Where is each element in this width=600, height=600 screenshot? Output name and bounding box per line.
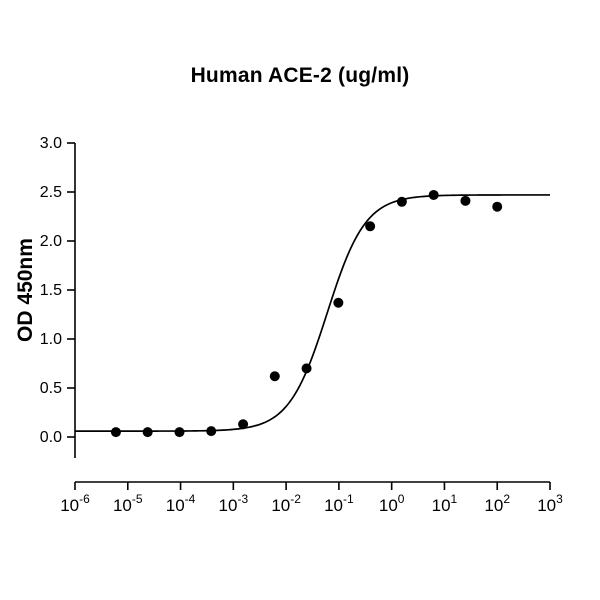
y-tick-label: 2.0	[40, 233, 62, 250]
data-point	[428, 189, 439, 200]
data-point	[238, 419, 249, 430]
data-point	[269, 371, 280, 382]
data-point	[492, 201, 503, 212]
data-points	[110, 189, 503, 438]
y-tick-label: 1.0	[40, 331, 62, 348]
x-tick-label: 10-2	[271, 492, 301, 515]
data-point	[396, 196, 407, 207]
data-point	[460, 195, 471, 206]
x-tick-label: 10-5	[113, 492, 143, 515]
y-tick-label: 0.5	[40, 380, 62, 397]
data-point	[174, 427, 185, 438]
y-tick-label: 2.5	[40, 184, 62, 201]
data-point	[365, 221, 376, 232]
x-tick-label: 10-3	[219, 492, 249, 515]
fit-curve	[75, 194, 550, 432]
x-tick-label: 103	[537, 492, 563, 515]
x-tick-label: 100	[379, 492, 405, 515]
data-point	[301, 363, 312, 374]
data-point	[110, 427, 121, 438]
x-axis-ticks: 10-6 10-5 10-4 10-3 10-2 10-1 100 101 102 103	[60, 482, 563, 515]
x-tick-label: 101	[432, 492, 458, 515]
x-tick-label: 102	[484, 492, 510, 515]
x-tick-label: 10-1	[324, 492, 354, 515]
y-tick-label: 1.5	[40, 282, 62, 299]
x-tick-label: 10-6	[60, 492, 90, 515]
y-tick-label: 3.0	[40, 135, 62, 152]
data-point	[142, 427, 153, 438]
y-axis-ticks: 0.0 0.5 1.0 1.5 2.0 2.5 3.0	[40, 135, 75, 446]
data-point	[206, 426, 217, 437]
y-tick-label: 0.0	[40, 429, 62, 446]
x-tick-label: 10-4	[166, 492, 196, 515]
data-point	[333, 297, 344, 308]
chart-title: Human ACE-2 (ug/ml)	[190, 64, 410, 87]
axes	[74, 143, 550, 483]
